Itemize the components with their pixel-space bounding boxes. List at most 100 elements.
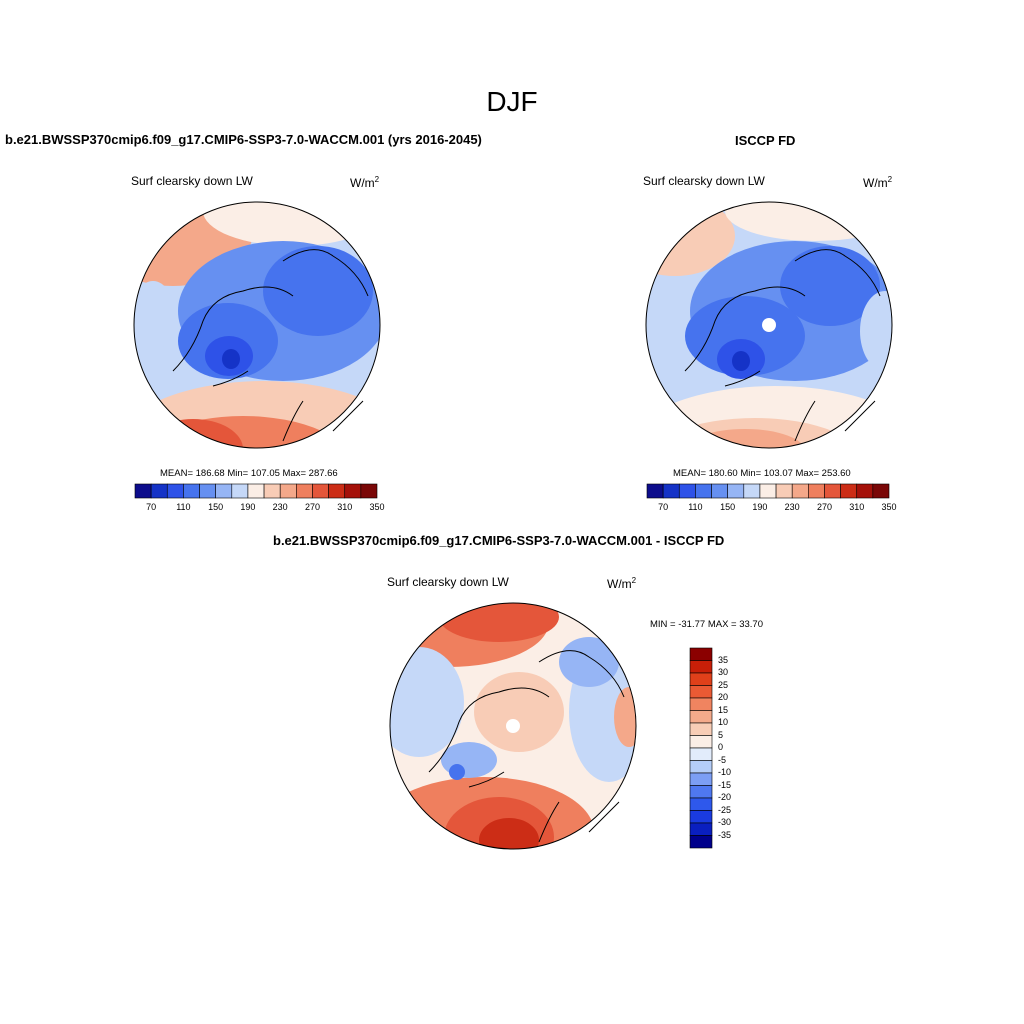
map1-alaska-pale: [134, 281, 175, 351]
panel2-colorbar-tick-label: 190: [752, 502, 768, 512]
panel2-colorbar-swatch: [791, 483, 809, 499]
panel3-colorbar-tick-label: -35: [718, 829, 732, 840]
panel3-colorbar-tick-label: -30: [718, 817, 732, 827]
panel2-colorbar-swatch: [743, 483, 761, 499]
panel1-colorbar-tick-label: 350: [369, 502, 385, 512]
map2-atlantic-orange: [685, 429, 805, 448]
map2-border: [645, 201, 893, 449]
panel3-colorbar-tick-label: 20: [718, 692, 729, 702]
panel3-colorbar-swatch: [689, 760, 713, 774]
panel2-colorbar-swatch: [759, 483, 777, 499]
panel3-colorbar-tick-label: 5: [718, 729, 724, 740]
panel3-stats: MIN = -31.77 MAX = 33.70: [650, 619, 764, 630]
map2-coastlines: [684, 249, 881, 442]
panel2-colorbar-swatch: [856, 483, 874, 499]
panel1-colorbar-tick-label: 190: [240, 502, 256, 512]
panel3-colorbar-tick-label: 35: [718, 654, 729, 665]
panel2-colorbar: [646, 483, 890, 499]
panel1-colorbar-swatch: [263, 483, 281, 499]
panel1-colorbar-swatch: [279, 483, 297, 499]
map2-pacific-peach: [646, 202, 735, 276]
panel3-colorbar-tick-label: -25: [718, 804, 732, 815]
panel3-colorbar-tick-label: 10: [718, 717, 729, 727]
panel2-units-label: W/m2: [863, 175, 893, 190]
panel1-colorbar-tick-label: 110: [176, 502, 191, 512]
map3-east-peach: [614, 687, 636, 747]
panel3-colorbar-swatch: [689, 710, 713, 724]
panel3-colorbar-tick-label: -5: [718, 754, 727, 765]
map2-canada-mid: [685, 296, 805, 376]
panel1-colorbar-tick-label: 310: [337, 502, 353, 512]
panel3-colorbar-tick-label: 15: [718, 704, 729, 715]
map1-atlantic-warm: [134, 381, 380, 448]
panel2-stats: MEAN= 180.60 Min= 103.07 Max= 253.60: [673, 468, 851, 479]
panel2-colorbar-tick-label: 270: [816, 502, 832, 512]
map1-greenland-core: [222, 349, 240, 369]
panel2-variable-label: Surf clearsky down LW: [643, 174, 765, 188]
panel1-colorbar-swatch: [134, 483, 152, 499]
panel1-colorbar-tick-label: 230: [272, 502, 288, 512]
map3-arctic-peach: [474, 672, 564, 752]
panel2-colorbar-tick-label: 310: [849, 502, 865, 512]
panel1-colorbar: [134, 483, 378, 499]
panel3-colorbar-swatch: [689, 722, 713, 736]
panel1-colorbar-swatch: [360, 483, 378, 499]
map3-border: [389, 602, 637, 850]
panel1-colorbar-swatch: [183, 483, 200, 499]
panel1-colorbar-swatch: [166, 483, 184, 499]
map1-coastlines: [172, 249, 369, 442]
panel1-colorbar-tick-label: 150: [208, 502, 224, 512]
panel3-colorbar: [689, 647, 713, 849]
panel1-colorbar-swatch: [199, 483, 216, 499]
panel1-colorbar-swatch: [312, 483, 329, 499]
panel1-colorbar-swatch: [247, 483, 265, 499]
panel1-colorbar-tick-label: 270: [304, 502, 320, 512]
panel2-colorbar-tick-label: 110: [688, 502, 703, 512]
panel2-colorbar-swatch: [808, 483, 825, 499]
panel2-colorbar-swatch: [727, 483, 745, 499]
map3-greenland-blue: [449, 764, 465, 780]
panel3-colorbar-swatch: [689, 735, 713, 749]
map2-siberia-mid: [780, 246, 880, 326]
panel1-polar-map: [133, 201, 381, 449]
panel3-colorbar-swatch: [689, 835, 713, 849]
panel1-colorbar-swatch: [215, 483, 233, 499]
map3-atlantic-darkred: [479, 818, 539, 849]
panel1-colorbar-swatch: [296, 483, 313, 499]
panel2-colorbar-swatch: [775, 483, 793, 499]
panel2-title: ISCCP FD: [735, 133, 796, 148]
panel1-stats: MEAN= 186.68 Min= 107.05 Max= 287.66: [160, 468, 338, 479]
map3-coastlines: [428, 650, 625, 843]
map3-pole-hole: [506, 719, 520, 733]
panel3-colorbar-swatch: [689, 660, 713, 674]
map2-greenland-core: [732, 351, 750, 371]
panel3-colorbar-swatch: [689, 772, 713, 786]
panel2-colorbar-swatch: [662, 483, 680, 499]
panel2-colorbar-swatch: [695, 483, 712, 499]
panel1-colorbar-swatch: [344, 483, 362, 499]
map3-siberia-light: [559, 637, 619, 687]
panel2-colorbar-swatch: [824, 483, 841, 499]
panel1-colorbar-swatch: [150, 483, 168, 499]
panel3-colorbar-swatch: [689, 747, 713, 761]
panel2-colorbar-tick-label: 350: [881, 502, 897, 512]
panel3-colorbar-swatch: [689, 822, 713, 836]
panel2-colorbar-tick-label: 70: [658, 502, 669, 512]
panel3-title: b.e21.BWSSP370cmip6.f09_g17.CMIP6-SSP3-7…: [273, 533, 725, 548]
panel3-colorbar-swatch: [689, 647, 713, 661]
map2-pole-hole: [762, 318, 776, 332]
panel3-colorbar-swatch: [689, 672, 713, 686]
panel2-colorbar-swatch: [711, 483, 728, 499]
panel3-colorbar-tick-label: -15: [718, 779, 732, 790]
panel3-polar-map: [389, 602, 637, 850]
panel1-variable-label: Surf clearsky down LW: [131, 174, 253, 188]
panel3-colorbar-swatch: [689, 697, 713, 711]
panel3-colorbar-swatch: [689, 685, 713, 699]
panel3-colorbar-swatch: [689, 797, 713, 811]
panel1-colorbar-tick-label: 70: [146, 502, 157, 512]
panel3-colorbar-swatch: [689, 810, 713, 824]
panel1-colorbar-swatch: [328, 483, 346, 499]
panel3-colorbar-swatch: [689, 785, 713, 799]
panel2-colorbar-swatch: [872, 483, 890, 499]
panel2-colorbar-tick-label: 230: [784, 502, 800, 512]
